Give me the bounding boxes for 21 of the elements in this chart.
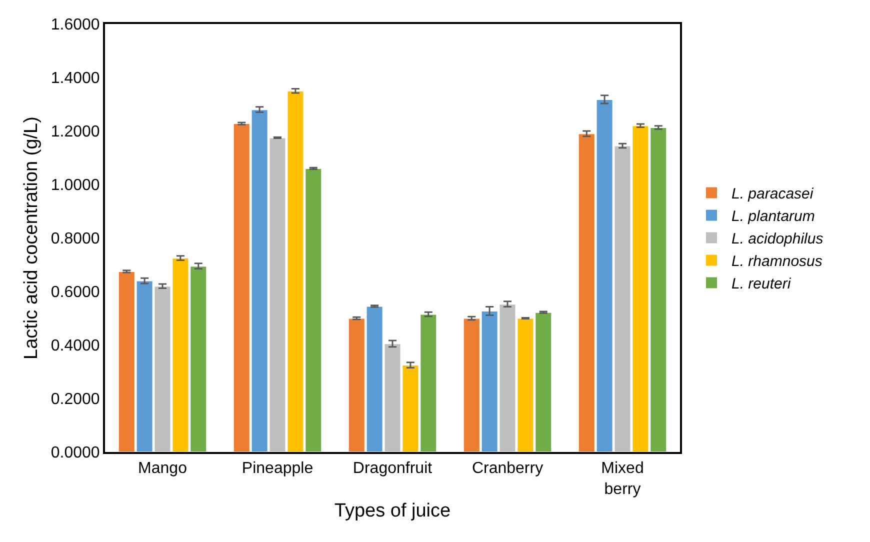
- x-tick-label: Dragonfruit: [352, 460, 433, 478]
- legend-label: L. rhamnosus: [732, 253, 823, 270]
- y-tick-label: 0.8000: [50, 230, 100, 248]
- legend-label: L. acidophilus: [732, 230, 824, 248]
- y-tick-label: 0.0000: [50, 444, 100, 462]
- x-tick-label: Mango: [138, 460, 188, 478]
- legend-label: L. paracasei: [732, 186, 814, 203]
- y-tick-label: 1.6000: [50, 16, 100, 34]
- y-tick-label: 0.4000: [50, 338, 100, 355]
- x-tick-label: Mixed berry: [601, 460, 644, 498]
- y-axis-title: Lactic acid cocentration (g/L): [21, 116, 42, 360]
- x-axis-title: Types of juice: [334, 500, 451, 522]
- y-tick-label: 1.4000: [50, 70, 100, 88]
- legend-label: L. plantarum: [732, 208, 815, 226]
- y-tick-label: 1.2000: [50, 124, 100, 141]
- y-tick-label: 0.2000: [50, 391, 100, 408]
- x-tick-label: Pineapple: [242, 460, 314, 478]
- legend-label: L. reuteri: [732, 276, 792, 293]
- y-tick-label: 1.0000: [50, 177, 100, 194]
- x-tick-label: Cranberry: [472, 460, 544, 478]
- y-tick-label: 0.6000: [50, 284, 100, 302]
